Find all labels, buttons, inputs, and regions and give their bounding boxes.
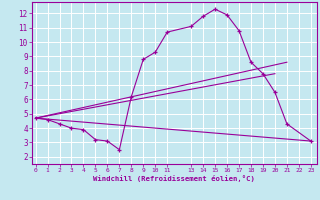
X-axis label: Windchill (Refroidissement éolien,°C): Windchill (Refroidissement éolien,°C) (93, 175, 255, 182)
